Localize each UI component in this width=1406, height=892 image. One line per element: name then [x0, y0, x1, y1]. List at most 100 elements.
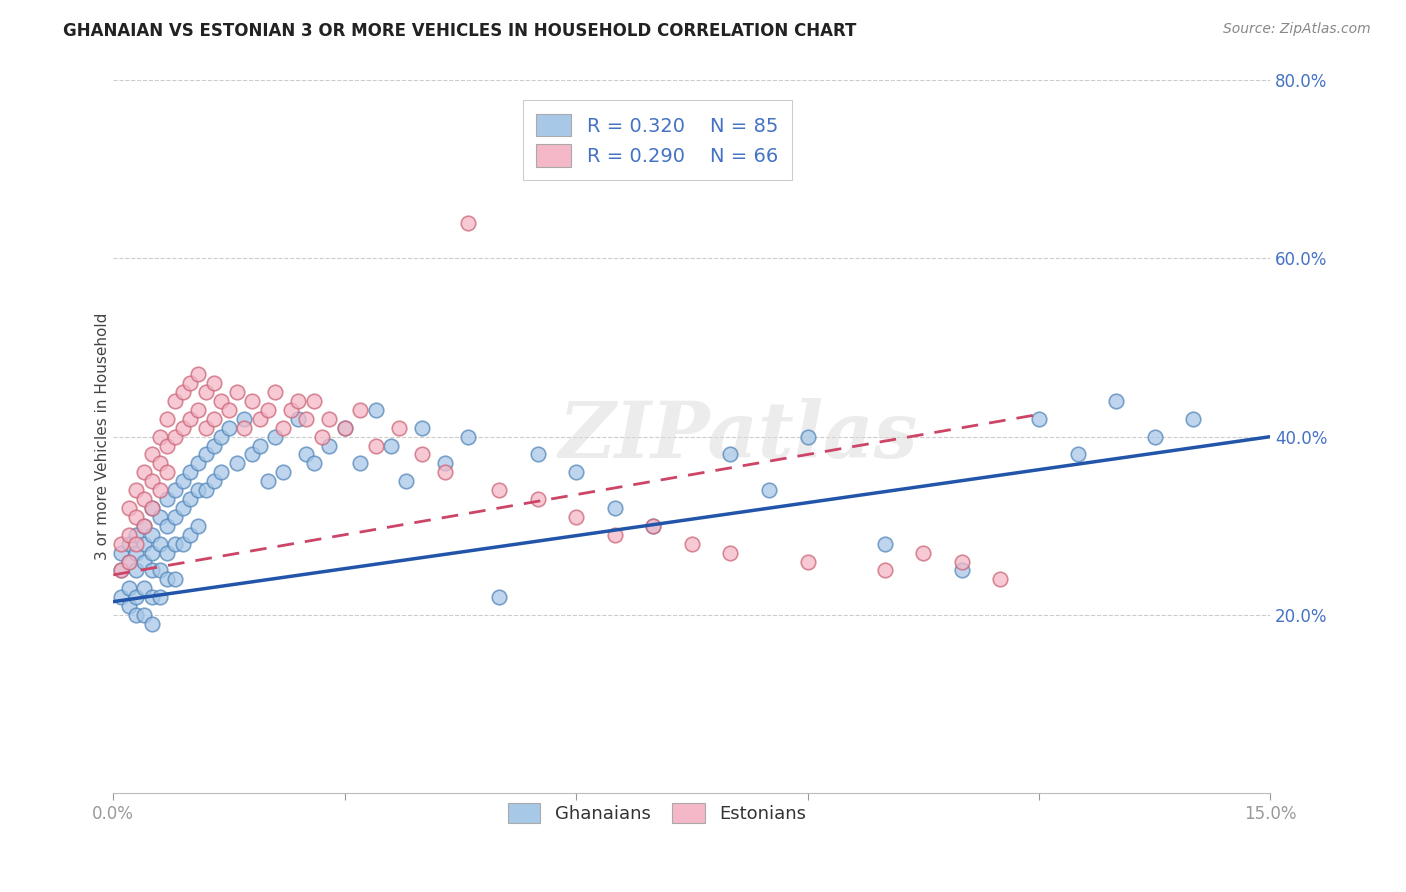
Point	[1066, 448, 1088, 462]
Point	[349, 403, 371, 417]
Point	[302, 457, 325, 471]
Point	[156, 492, 179, 507]
Point	[603, 501, 626, 516]
Point	[118, 501, 141, 516]
Point	[141, 527, 163, 541]
Point	[873, 536, 896, 550]
Point	[488, 483, 510, 498]
Point	[411, 421, 433, 435]
Point	[172, 385, 194, 400]
Point	[295, 412, 318, 426]
Point	[990, 572, 1012, 586]
Point	[118, 554, 141, 568]
Point	[134, 581, 156, 595]
Point	[179, 376, 201, 391]
Text: Source: ZipAtlas.com: Source: ZipAtlas.com	[1223, 22, 1371, 37]
Point	[187, 519, 209, 533]
Point	[156, 439, 179, 453]
Point	[118, 581, 141, 595]
Point	[796, 554, 818, 568]
Point	[110, 545, 132, 559]
Point	[202, 376, 225, 391]
Point	[526, 492, 548, 507]
Point	[643, 519, 665, 533]
Point	[271, 466, 294, 480]
Point	[311, 430, 333, 444]
Y-axis label: 3 or more Vehicles in Household: 3 or more Vehicles in Household	[94, 313, 110, 560]
Point	[134, 519, 156, 533]
Point	[148, 483, 170, 498]
Point	[148, 536, 170, 550]
Point	[134, 466, 156, 480]
Point	[202, 439, 225, 453]
Point	[271, 421, 294, 435]
Point	[873, 563, 896, 577]
Point	[172, 421, 194, 435]
Point	[172, 501, 194, 516]
Point	[156, 466, 179, 480]
Point	[643, 519, 665, 533]
Point	[163, 510, 186, 524]
Point	[457, 216, 479, 230]
Point	[681, 536, 703, 550]
Point	[148, 457, 170, 471]
Point	[172, 475, 194, 489]
Point	[302, 394, 325, 409]
Point	[148, 510, 170, 524]
Point	[141, 501, 163, 516]
Point	[1028, 412, 1050, 426]
Point	[110, 563, 132, 577]
Point	[125, 536, 148, 550]
Point	[1143, 430, 1166, 444]
Point	[179, 412, 201, 426]
Point	[395, 475, 418, 489]
Point	[457, 430, 479, 444]
Point	[256, 403, 278, 417]
Point	[433, 466, 456, 480]
Point	[411, 448, 433, 462]
Point	[526, 448, 548, 462]
Point	[240, 448, 263, 462]
Point	[163, 394, 186, 409]
Point	[110, 590, 132, 604]
Point	[134, 492, 156, 507]
Point	[225, 385, 247, 400]
Point	[156, 412, 179, 426]
Point	[218, 403, 240, 417]
Point	[718, 545, 741, 559]
Point	[318, 439, 340, 453]
Point	[179, 466, 201, 480]
Point	[364, 403, 387, 417]
Point	[194, 448, 217, 462]
Point	[125, 527, 148, 541]
Point	[134, 519, 156, 533]
Point	[950, 554, 973, 568]
Point	[141, 590, 163, 604]
Point	[156, 545, 179, 559]
Point	[141, 563, 163, 577]
Point	[148, 563, 170, 577]
Point	[118, 536, 141, 550]
Point	[156, 572, 179, 586]
Point	[603, 527, 626, 541]
Point	[264, 430, 287, 444]
Point	[433, 457, 456, 471]
Point	[134, 607, 156, 622]
Point	[1182, 412, 1205, 426]
Point	[194, 421, 217, 435]
Point	[1105, 394, 1128, 409]
Point	[148, 430, 170, 444]
Point	[179, 492, 201, 507]
Point	[209, 466, 232, 480]
Point	[280, 403, 302, 417]
Point	[125, 510, 148, 524]
Point	[202, 412, 225, 426]
Point	[172, 536, 194, 550]
Point	[295, 448, 318, 462]
Point	[118, 599, 141, 613]
Point	[950, 563, 973, 577]
Point	[249, 412, 271, 426]
Point	[488, 590, 510, 604]
Point	[218, 421, 240, 435]
Point	[141, 475, 163, 489]
